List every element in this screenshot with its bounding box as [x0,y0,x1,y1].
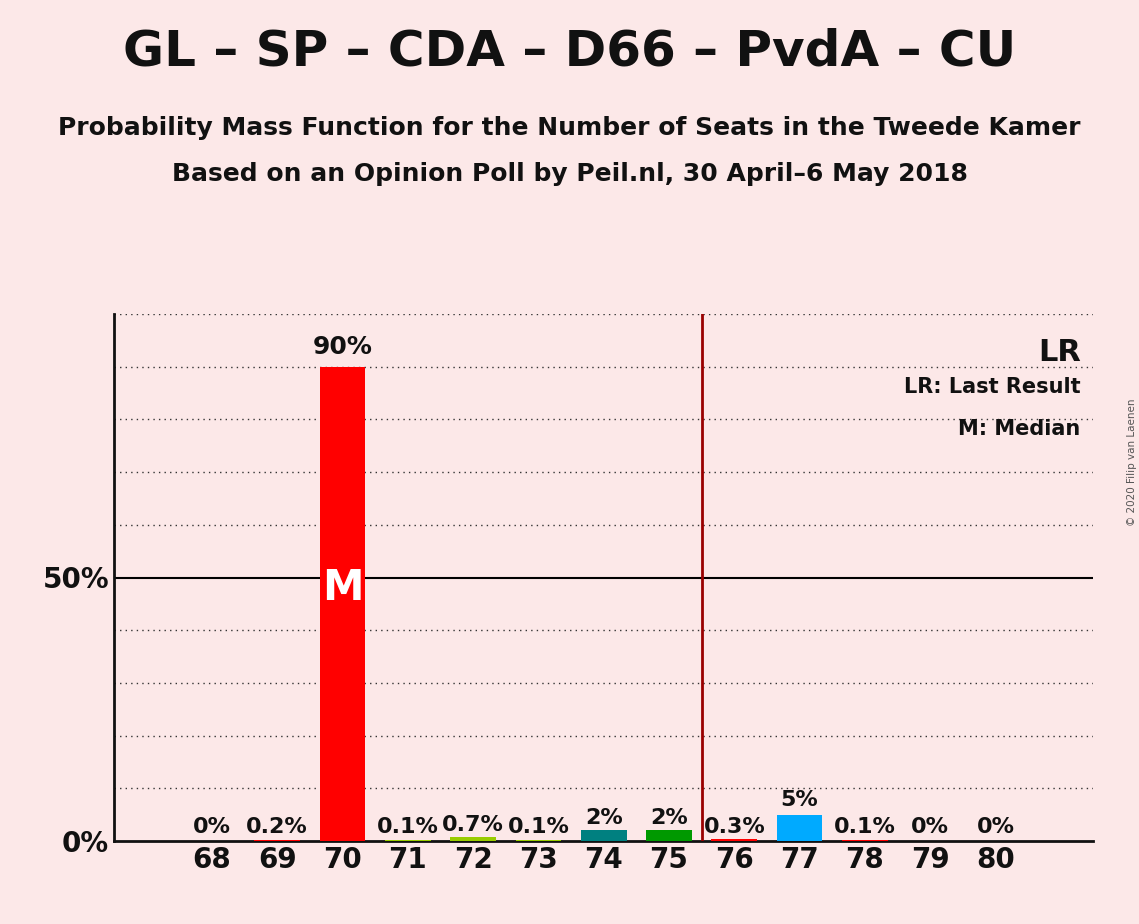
Text: GL – SP – CDA – D66 – PvdA – CU: GL – SP – CDA – D66 – PvdA – CU [123,28,1016,76]
Text: 5%: 5% [780,790,819,810]
Bar [450,837,495,841]
Bar [646,831,691,841]
Text: 0.7%: 0.7% [442,815,503,835]
Bar [320,367,366,841]
Text: 0%: 0% [192,817,231,836]
Text: 0%: 0% [911,817,949,836]
Text: 0.3%: 0.3% [704,817,765,836]
Bar [712,839,757,841]
Text: 0.1%: 0.1% [377,817,439,836]
Text: 0%: 0% [976,817,1015,836]
Text: Based on an Opinion Poll by Peil.nl, 30 April–6 May 2018: Based on an Opinion Poll by Peil.nl, 30 … [172,162,967,186]
Text: Probability Mass Function for the Number of Seats in the Tweede Kamer: Probability Mass Function for the Number… [58,116,1081,140]
Bar [254,840,300,841]
Text: M: M [321,567,363,609]
Text: M: Median: M: Median [958,419,1081,440]
Bar [581,831,626,841]
Text: 0.2%: 0.2% [246,817,308,836]
Text: 90%: 90% [312,334,372,359]
Text: 2%: 2% [650,808,688,828]
Text: LR: LR [1038,338,1081,367]
Text: 0.1%: 0.1% [834,817,895,836]
Text: 2%: 2% [584,808,623,828]
Text: © 2020 Filip van Laenen: © 2020 Filip van Laenen [1126,398,1137,526]
Bar [777,815,822,841]
Text: 0.1%: 0.1% [508,817,570,836]
Text: LR: Last Result: LR: Last Result [904,377,1081,397]
